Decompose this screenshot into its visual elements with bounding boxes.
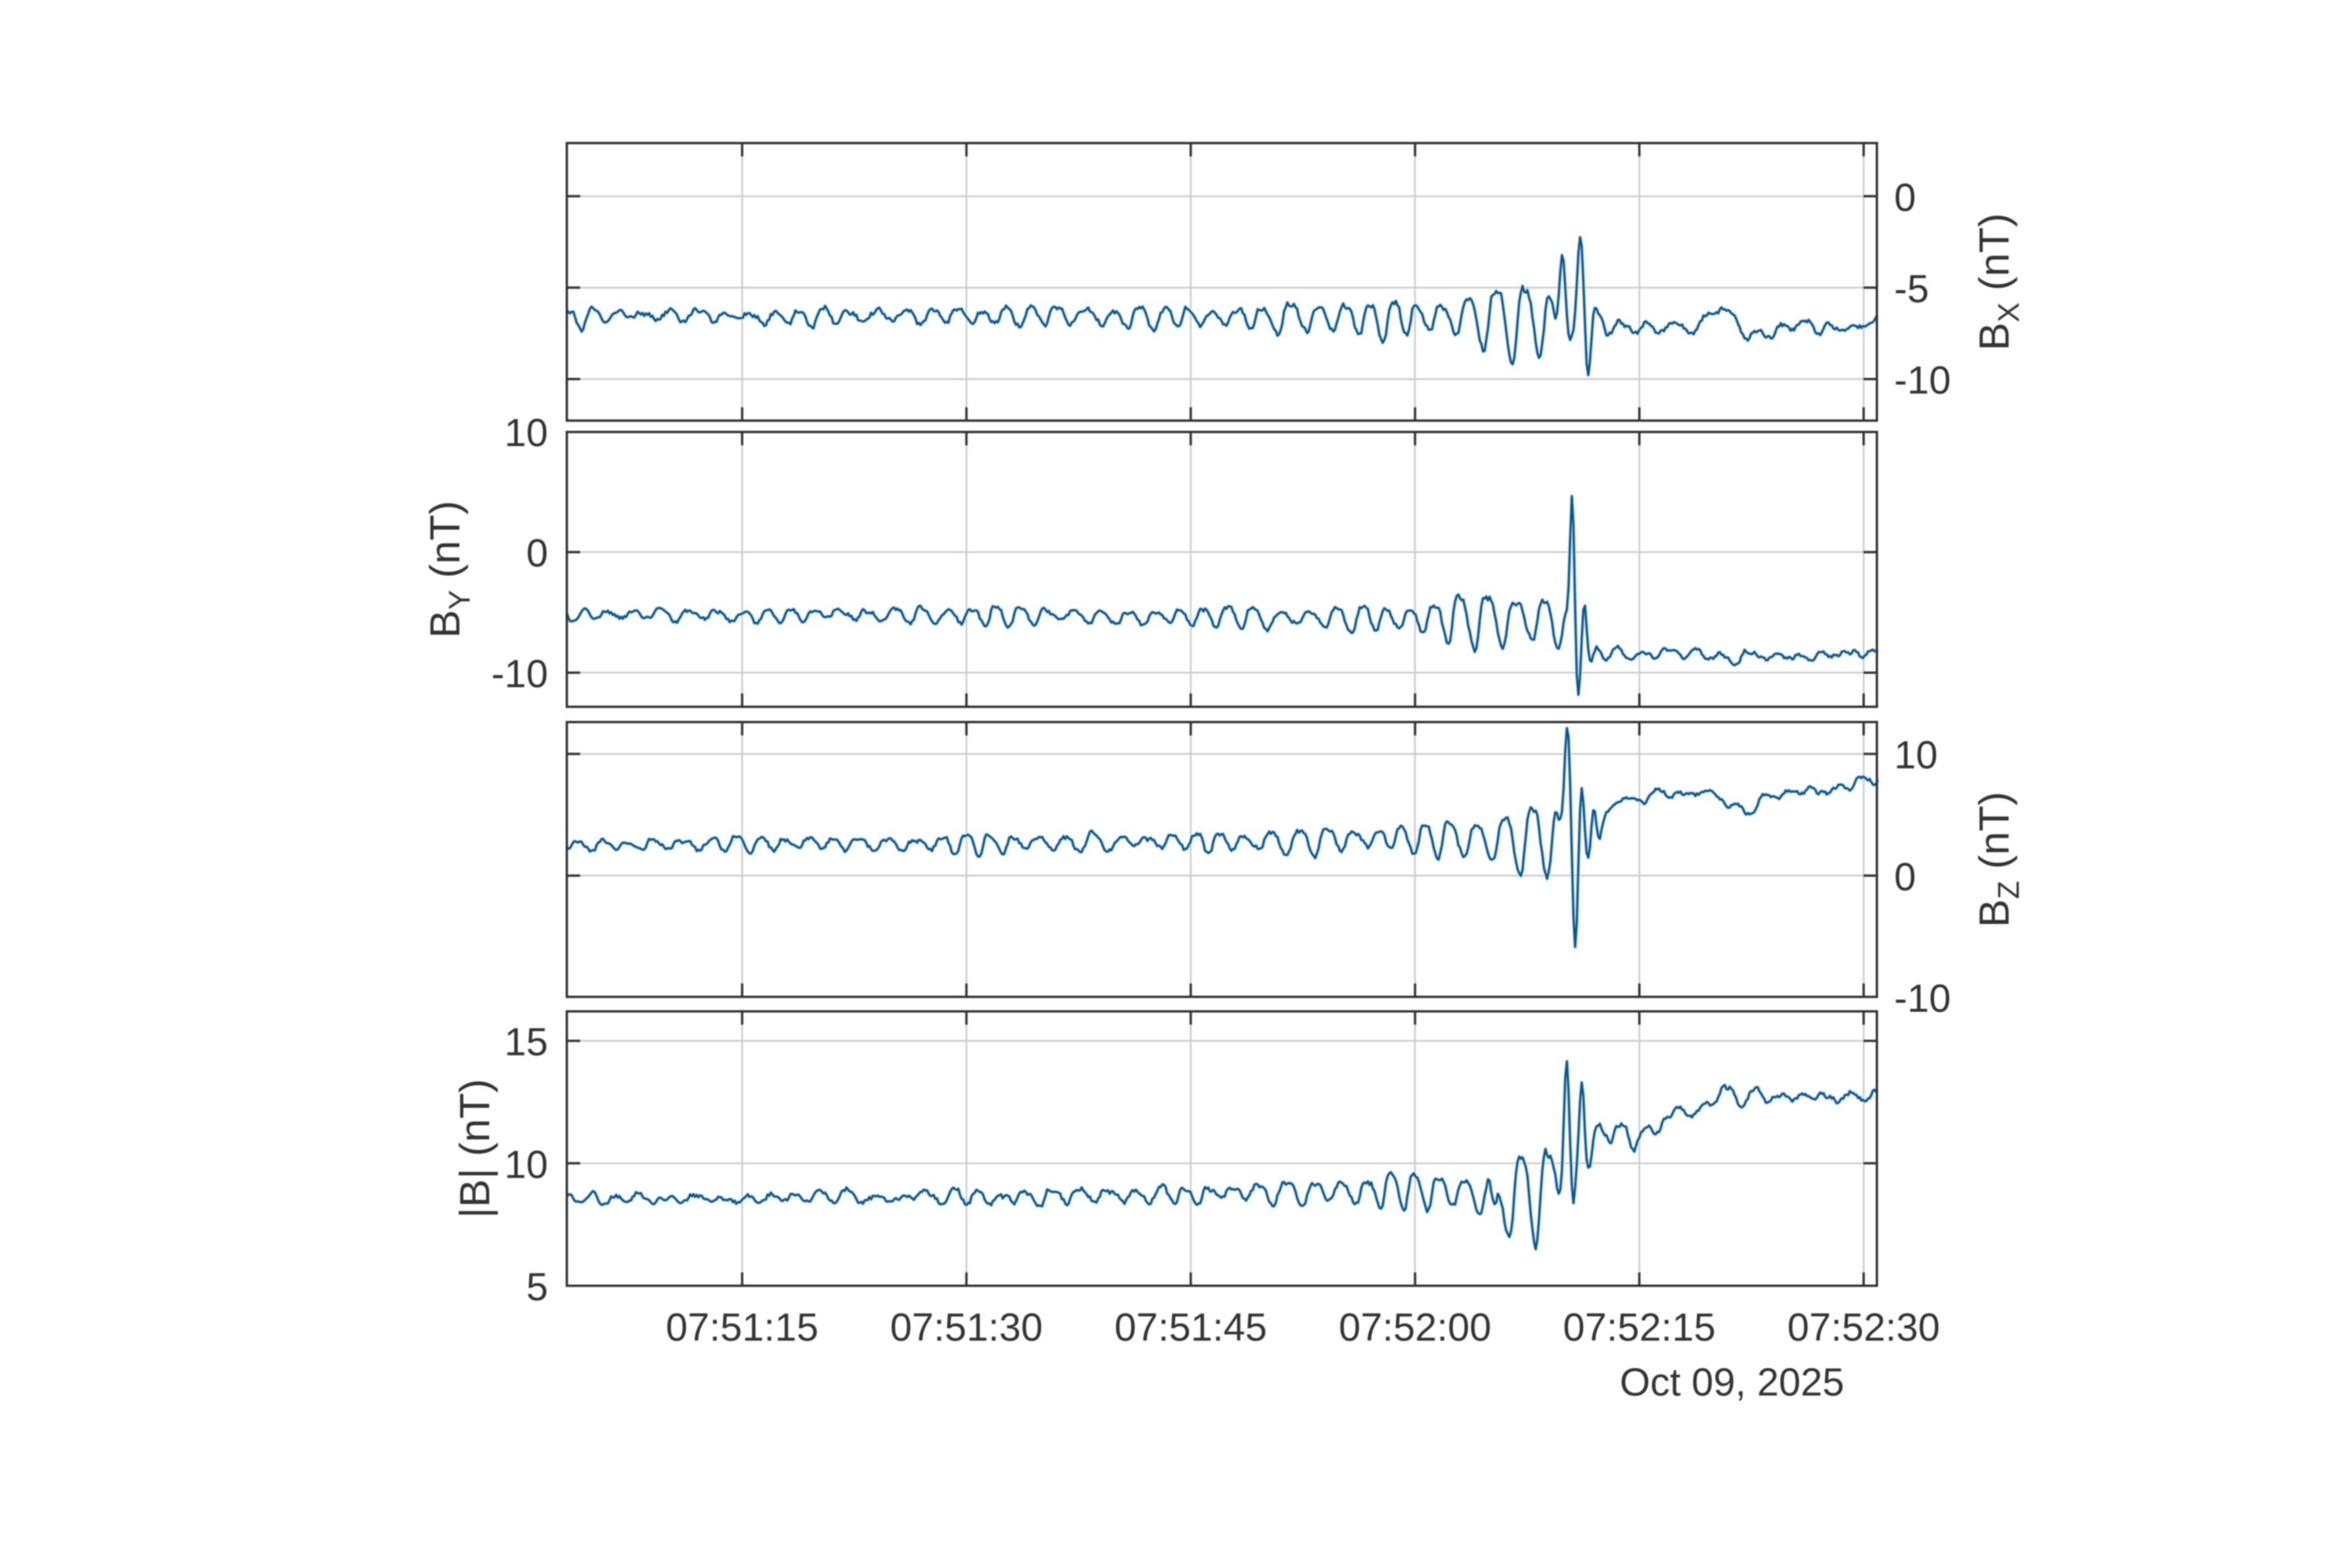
svg-text:07:51:45: 07:51:45 (1114, 1305, 1267, 1349)
svg-text:07:51:30: 07:51:30 (890, 1305, 1043, 1349)
svg-text:0: 0 (526, 532, 548, 575)
svg-text:0: 0 (1894, 855, 1916, 898)
svg-text:07:52:30: 07:52:30 (1788, 1305, 1940, 1349)
svg-text:10: 10 (1894, 733, 1938, 777)
svg-text:Oct 09, 2025: Oct 09, 2025 (1620, 1360, 1844, 1404)
svg-text:07:51:15: 07:51:15 (666, 1305, 818, 1349)
svg-text:07:52:00: 07:52:00 (1339, 1305, 1492, 1349)
svg-text:|B| (nT): |B| (nT) (452, 1079, 499, 1218)
svg-text:-10: -10 (1894, 977, 1951, 1021)
svg-text:10: 10 (504, 411, 548, 455)
svg-text:BX (nT): BX (nT) (1971, 213, 2026, 350)
svg-text:-10: -10 (492, 652, 548, 696)
svg-text:10: 10 (504, 1142, 548, 1186)
svg-text:15: 15 (504, 1020, 548, 1064)
svg-text:BY (nT): BY (nT) (422, 501, 477, 638)
svg-text:-5: -5 (1894, 267, 1929, 310)
svg-text:5: 5 (526, 1265, 548, 1309)
svg-text:BZ (nT): BZ (nT) (1971, 792, 2026, 927)
svg-text:0: 0 (1894, 176, 1916, 220)
svg-text:07:52:15: 07:52:15 (1563, 1305, 1716, 1349)
svg-text:-10: -10 (1894, 358, 1951, 402)
